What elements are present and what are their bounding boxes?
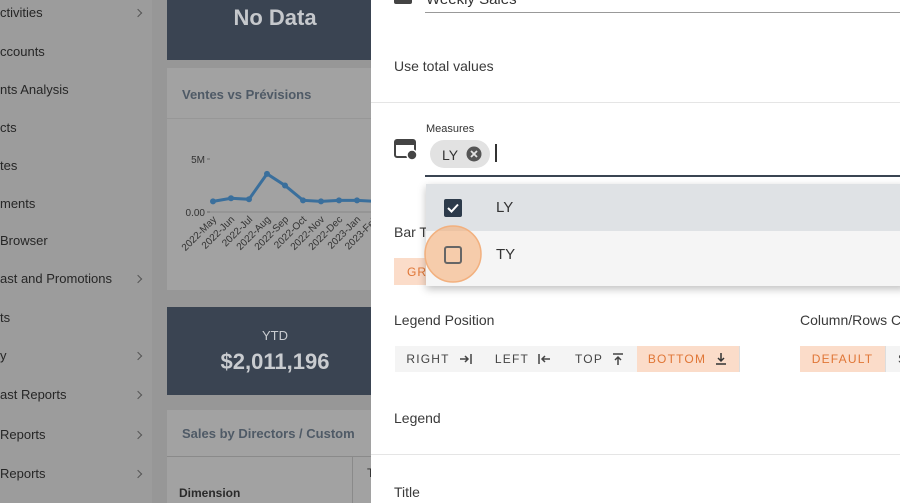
option-label[interactable]: Use total values xyxy=(394,58,494,74)
no-data-card: No Data xyxy=(167,0,383,60)
table-header: Dimension xyxy=(179,486,241,500)
option-label: Legend Position xyxy=(394,312,495,328)
chevron xyxy=(133,351,143,361)
table-card: Sales by Directors / Custom Dimension T xyxy=(167,410,383,503)
button[interactable]: LEFT xyxy=(483,346,564,372)
sidebar-item[interactable]: y xyxy=(0,348,7,363)
sidebar-item[interactable]: nts Analysis xyxy=(0,82,69,97)
button-icon xyxy=(459,354,472,364)
icon-path xyxy=(459,354,472,364)
option-label: Column/Rows C xyxy=(800,312,900,328)
dropdown: LY TY xyxy=(424,184,900,286)
divider xyxy=(371,454,900,455)
table-header: T xyxy=(367,466,374,480)
point xyxy=(300,197,306,204)
no-data-text: No Data xyxy=(233,5,317,30)
sidebar-item[interactable]: ctivities xyxy=(0,5,43,20)
point xyxy=(210,198,216,205)
divider xyxy=(352,457,353,503)
settings-panel: Weekly Sales Use total values Measures L… xyxy=(371,0,900,503)
button-icon xyxy=(716,353,727,365)
field-value[interactable]: Weekly Sales xyxy=(426,0,517,8)
measures-icon xyxy=(394,139,418,161)
divider xyxy=(167,118,383,119)
option-row[interactable]: TY xyxy=(424,225,900,283)
button-label: LEFT xyxy=(494,352,530,366)
option-label: Title xyxy=(394,484,420,500)
table-card-title: Sales by Directors / Custom xyxy=(182,426,355,441)
sidebar-item[interactable]: tes xyxy=(0,158,18,173)
icon xyxy=(394,0,412,4)
option-label: Legend xyxy=(394,410,441,426)
divider xyxy=(371,102,900,103)
chip[interactable]: LY xyxy=(430,140,490,168)
point xyxy=(354,197,360,204)
point xyxy=(282,182,288,189)
sidebar-item[interactable]: ast Reports xyxy=(0,387,67,402)
button-icon xyxy=(613,353,624,365)
y-tick-label: 0.00 xyxy=(186,208,206,219)
button[interactable]: TOP xyxy=(563,346,638,372)
point xyxy=(318,198,324,205)
sidebar-item[interactable]: ccounts xyxy=(0,44,45,59)
ytd-label: YTD xyxy=(262,328,288,343)
button-label: TOP xyxy=(574,352,604,366)
sidebar-item[interactable]: ts xyxy=(0,310,11,325)
underline xyxy=(425,175,900,177)
chevron xyxy=(133,390,143,400)
line xyxy=(212,171,371,203)
button[interactable]: BOTTOM xyxy=(637,346,740,372)
option-label: Bar T xyxy=(394,224,428,240)
sidebar-item[interactable]: Browser xyxy=(0,233,48,248)
chevron xyxy=(133,430,143,440)
ytd-value: $2,011,196 xyxy=(220,349,330,374)
icon-path xyxy=(613,353,624,365)
chip-remove[interactable] xyxy=(466,146,482,162)
point xyxy=(336,197,342,204)
point xyxy=(228,195,234,202)
sidebar: ctivities ccounts nts Analysis cts tes ments B… xyxy=(0,0,152,503)
y-tick-label: 5M xyxy=(191,155,205,166)
sidebar-item[interactable]: ments xyxy=(0,196,36,211)
sidebar-item[interactable]: cts xyxy=(0,120,17,135)
sidebar-item[interactable]: Reports xyxy=(0,466,46,481)
sidebar-item[interactable]: Reports xyxy=(0,427,46,442)
option-row[interactable]: LY xyxy=(426,184,900,231)
field-label: Measures xyxy=(426,123,475,135)
chevron xyxy=(133,469,143,479)
point xyxy=(264,170,270,177)
click-indicator xyxy=(424,225,482,283)
checkbox[interactable] xyxy=(443,245,463,265)
button[interactable]: S xyxy=(886,346,900,372)
button-label: BOTTOM xyxy=(647,352,707,366)
option-label: LY xyxy=(496,199,514,216)
chart-card-title: Ventes vs Prévisions xyxy=(182,87,312,102)
icon-path xyxy=(716,353,727,365)
button[interactable]: RIGHT xyxy=(395,346,484,372)
sidebar-item[interactable]: ast and Promotions xyxy=(0,271,113,286)
checkbox-checked[interactable] xyxy=(443,198,463,218)
button[interactable]: DEFAULT xyxy=(800,346,886,372)
ytd-card: YTD $2,011,196 xyxy=(167,307,383,395)
underline xyxy=(425,12,900,13)
chip-label: LY xyxy=(442,147,459,163)
divider xyxy=(167,456,383,457)
button-label: RIGHT xyxy=(406,352,450,366)
option-label: TY xyxy=(496,246,516,263)
cursor xyxy=(495,144,497,162)
point xyxy=(246,196,252,203)
mini-chart: 0.005M2022-May2022-Jun2022-Jul2022-Aug20… xyxy=(180,155,371,254)
button-icon xyxy=(538,354,551,364)
icon-path xyxy=(538,354,551,364)
